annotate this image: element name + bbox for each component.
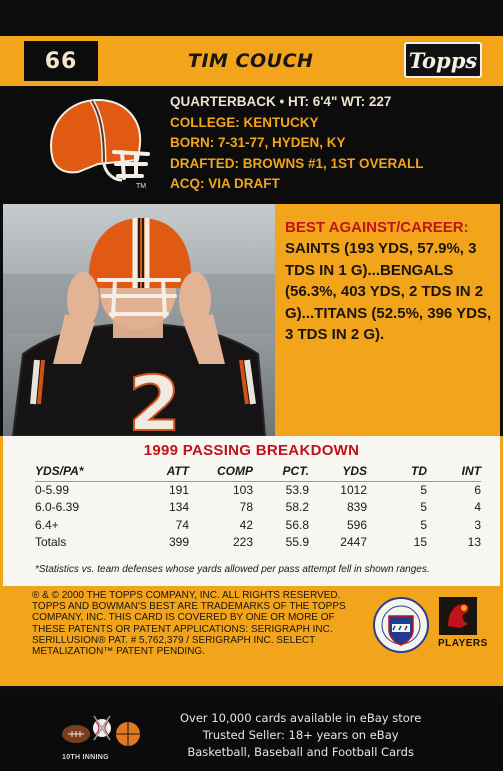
bio-college: COLLEGE: KENTUCKY	[170, 114, 319, 130]
cell-td: 15	[413, 535, 427, 550]
cell-td: 5	[420, 517, 427, 532]
header-td: TD	[367, 463, 427, 482]
stats-title: 1999 PASSING BREAKDOWN	[143, 442, 360, 459]
cell-att: 191	[168, 483, 189, 497]
cell-att: 399	[168, 535, 189, 550]
cell-int: 13	[467, 535, 481, 550]
seller-line-3: Basketball, Baseball and Football Cards	[187, 745, 414, 759]
sports-balls-logo-icon	[62, 715, 140, 746]
cell-comp: 223	[232, 535, 253, 550]
best-against-title: BEST AGAINST/CAREER:	[285, 219, 469, 236]
cell-pct: 53.9	[285, 483, 309, 497]
cell-range: 6.0-6.39	[35, 500, 80, 515]
legal-text: ® & © 2000 THE TOPPS COMPANY, INC. ALL R…	[32, 590, 346, 658]
cell-att: 134	[168, 500, 189, 515]
nfl-licensed-seal-icon	[373, 597, 429, 653]
stats-section: 1999 PASSING BREAKDOWN YDS/PA* ATT COMP …	[0, 436, 503, 586]
stats-footnote: *Statistics vs. team defenses whose yard…	[35, 564, 430, 575]
seller-line-2: Trusted Seller: 18+ years on eBay	[202, 728, 399, 742]
card-number-box: 66	[22, 39, 100, 83]
cell-att: 74	[175, 517, 189, 532]
card-number: 66	[44, 48, 78, 74]
best-against-panel: BEST AGAINST/CAREER: SAINTS (193 YDS, 57…	[275, 204, 500, 436]
jersey-number: 2	[128, 359, 181, 436]
cell-pct: 56.8	[285, 517, 309, 532]
cell-comp: 103	[232, 483, 253, 497]
header-yds-pa: YDS/PA*	[35, 463, 131, 482]
bio-lines: QUARTERBACK • HT: 6'4" WT: 227 COLLEGE: …	[170, 92, 424, 195]
topps-logo: Topps	[404, 42, 482, 78]
card-header: 66 TIM COUCH Topps	[0, 36, 503, 86]
helmet-trademark: TM	[136, 183, 146, 190]
cell-int: 3	[474, 517, 481, 532]
bio-section: TM QUARTERBACK • HT: 6'4" WT: 227 COLLEG…	[0, 86, 503, 204]
legal-section: ® & © 2000 THE TOPPS COMPANY, INC. ALL R…	[0, 586, 503, 686]
cell-yds: 596	[346, 517, 367, 532]
player-name: TIM COUCH	[188, 50, 314, 72]
cell-pct: 55.9	[285, 535, 309, 550]
stats-header-row: YDS/PA* ATT COMP PCT. YDS TD INT	[35, 463, 481, 482]
cell-comp: 42	[239, 517, 253, 532]
seller-info: Over 10,000 cards available in eBay stor…	[180, 710, 421, 761]
table-row: 0-5.99 191 103 53.9 1012 5 6	[35, 481, 481, 499]
header-att: ATT	[131, 463, 189, 482]
players-label: PLAYERS	[438, 638, 488, 649]
player-photo: 2	[3, 204, 275, 436]
table-row: 6.0-6.39 134 78 58.2 839 5 4	[35, 499, 481, 517]
best-against-text: SAINTS (193 YDS, 57.9%, 3 TDS IN 1 G)...…	[285, 240, 492, 343]
cell-pct: 58.2	[285, 500, 309, 515]
topps-logo-text: Topps	[408, 47, 478, 73]
bio-born: BORN: 7-31-77, HYDEN, KY	[170, 135, 346, 150]
stats-table: YDS/PA* ATT COMP PCT. YDS TD INT 0-5.99 …	[35, 463, 481, 551]
bio-acq: ACQ: VIA DRAFT	[170, 176, 280, 191]
cell-int: 4	[474, 500, 481, 515]
cell-comp: 78	[239, 500, 253, 515]
cell-range: Totals	[35, 535, 67, 550]
header-comp: COMP	[189, 463, 253, 482]
header-pct: PCT.	[253, 463, 309, 482]
cell-td: 5	[420, 500, 427, 515]
bio-position: QUARTERBACK • HT: 6'4" WT: 227	[170, 94, 392, 109]
seller-brand: 10TH INNING	[62, 754, 109, 761]
trading-card-back: 66 TIM COUCH Topps TM QUARTERBACK • HT: …	[0, 36, 503, 686]
table-row: 6.4+ 74 42 56.8 596 5 3	[35, 516, 481, 534]
cell-range: 0-5.99	[35, 483, 70, 497]
seller-line-1: Over 10,000 cards available in eBay stor…	[180, 711, 422, 725]
bio-drafted: DRAFTED: BROWNS #1, 1ST OVERALL	[170, 155, 424, 171]
header-yds: YDS	[309, 463, 367, 482]
cell-yds: 2447	[340, 535, 367, 550]
photo-and-highlights: 2 BEST AGAINST/CAREER: SAINTS (193 YDS, …	[0, 204, 503, 436]
cell-td: 5	[420, 483, 427, 497]
table-row-totals: Totals 399 223 55.9 2447 15 13	[35, 534, 481, 552]
cell-yds: 839	[346, 500, 367, 515]
browns-helmet-icon: TM	[50, 98, 150, 190]
seller-footer: 10TH INNING Over 10,000 cards available …	[0, 700, 503, 771]
cell-range: 6.4+	[35, 517, 59, 532]
header-int: INT	[427, 463, 481, 482]
cell-yds: 1012	[340, 483, 367, 497]
cell-int: 6	[474, 483, 481, 497]
nfl-players-logo-icon	[439, 597, 477, 635]
